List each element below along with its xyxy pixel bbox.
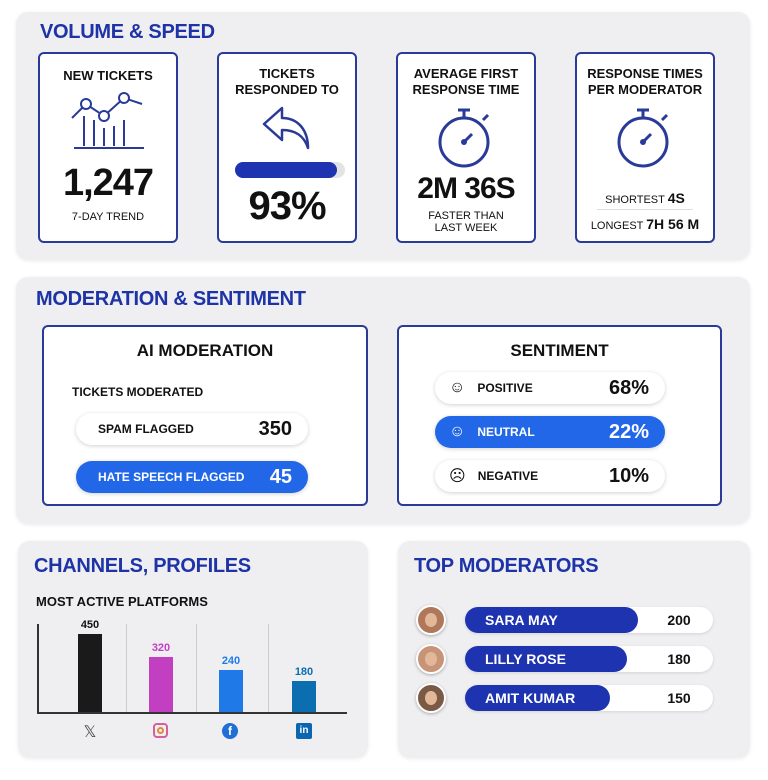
- neutral-value: 22%: [608, 420, 649, 443]
- grid-line: [268, 624, 269, 712]
- bar-linkedin: [292, 680, 316, 712]
- bar-value-label: 240: [221, 655, 241, 668]
- volume-speed-title: VOLUME & SPEED: [40, 21, 215, 43]
- top-moderators-title: TOP MODERATORS: [414, 555, 599, 577]
- positive-label: POSITIVE: [477, 381, 533, 395]
- first-response-sub-1: FASTER THAN: [428, 210, 504, 222]
- moderator-avatar: [416, 683, 446, 713]
- negative-value: 10%: [608, 464, 649, 487]
- moderator-avatar: [416, 605, 446, 635]
- reply-arrow-icon: [262, 106, 310, 150]
- per-moderator-label-1: RESPONSE TIMES: [587, 66, 703, 81]
- bar-instagram: [149, 656, 173, 712]
- x-axis: [37, 712, 347, 714]
- first-response-label-2: RESPONSE TIME: [412, 82, 520, 97]
- moderator-avatar: [416, 644, 446, 674]
- new-tickets-value: 1,247: [62, 162, 154, 204]
- new-tickets-label: NEW TICKETS: [63, 68, 153, 83]
- first-response-card: AVERAGE FIRST RESPONSE TIME 2M 36S FASTE…: [396, 52, 536, 243]
- sentiment-negative-row: ☹ NEGATIVE 10%: [435, 460, 665, 492]
- positive-value: 68%: [608, 376, 649, 399]
- sad-face-icon: ☹: [449, 468, 466, 485]
- smile-face-icon: ☺: [449, 379, 466, 396]
- moderator-value: 180: [667, 651, 691, 667]
- line-bar-chart-icon: [71, 92, 144, 149]
- hate-speech-value: 45: [269, 465, 292, 488]
- responded-label-2: RESPONDED TO: [235, 82, 339, 97]
- new-tickets-sub: 7-DAY TREND: [71, 211, 145, 223]
- responded-progress-bar: [235, 162, 345, 178]
- moderator-bar: LILLY ROSE: [465, 646, 627, 672]
- hate-speech-row: HATE SPEECH FLAGGED 45: [76, 461, 308, 493]
- first-response-sub-2: LAST WEEK: [434, 222, 498, 234]
- channels-panel: [18, 541, 368, 758]
- channels-title: CHANNELS, PROFILES: [34, 555, 251, 577]
- shortest-row: SHORTEST 4S: [577, 190, 713, 206]
- sentiment-neutral-row: ☺ NEUTRAL 22%: [435, 416, 665, 448]
- spam-flagged-label: SPAM FLAGGED: [98, 422, 194, 436]
- spam-flagged-row: SPAM FLAGGED 350: [76, 413, 308, 445]
- moderator-bar: SARA MAY: [465, 607, 638, 633]
- shortest-label: SHORTEST: [605, 194, 665, 206]
- bar-x: [78, 634, 102, 712]
- bar-facebook: [219, 670, 243, 712]
- responded-value: 93%: [248, 184, 326, 228]
- divider: [597, 209, 693, 210]
- y-axis: [37, 624, 39, 714]
- moderator-bar: AMIT KUMAR: [465, 685, 610, 711]
- tickets-moderated-label: TICKETS MODERATED: [72, 385, 204, 399]
- longest-value: 7H 56 M: [646, 216, 700, 232]
- shortest-value: 4S: [667, 190, 685, 206]
- negative-label: NEGATIVE: [477, 469, 539, 483]
- stopwatch-icon: [617, 108, 669, 168]
- neutral-face-icon: ☺: [449, 423, 466, 440]
- sentiment-title: SENTIMENT: [510, 341, 609, 360]
- first-response-label-1: AVERAGE FIRST: [413, 66, 519, 81]
- moderator-value: 200: [667, 612, 691, 628]
- neutral-label: NEUTRAL: [477, 425, 535, 439]
- grid-line: [126, 624, 127, 712]
- bar-value-label: 320: [151, 641, 171, 654]
- instagram-icon: [153, 723, 168, 738]
- new-tickets-card: NEW TICKETS 1,247 7-DAY TREND: [38, 52, 178, 243]
- x-logo-icon: 𝕏: [83, 724, 97, 741]
- sentiment-card: SENTIMENT ☺ POSITIVE 68% ☺ NEUTRAL 22% ☹ NEGA…: [397, 325, 722, 506]
- ai-moderation-title: AI MODERATION: [136, 341, 274, 360]
- longest-label: LONGEST: [590, 220, 644, 232]
- first-response-value: 2M 36S: [417, 172, 515, 205]
- bar-value-label: 450: [80, 619, 100, 632]
- responded-card: TICKETS RESPONDED TO 93%: [217, 52, 357, 243]
- facebook-icon: f: [222, 723, 238, 739]
- responded-label-1: TICKETS: [259, 66, 315, 81]
- moderation-title: MODERATION & SENTIMENT: [36, 288, 306, 310]
- moderator-value: 150: [667, 690, 691, 706]
- ai-moderation-card: AI MODERATION TICKETS MODERATED SPAM FLA…: [42, 325, 368, 506]
- spam-flagged-value: 350: [258, 417, 292, 440]
- linkedin-icon: in: [296, 723, 312, 739]
- chart-title: MOST ACTIVE PLATFORMS: [36, 594, 208, 609]
- per-moderator-card: RESPONSE TIMES PER MODERATOR SHORTEST 4S…: [575, 52, 715, 243]
- longest-row: LONGEST 7H 56 M: [577, 216, 713, 232]
- hate-speech-label: HATE SPEECH FLAGGED: [98, 470, 245, 484]
- sentiment-positive-row: ☺ POSITIVE 68%: [435, 372, 665, 404]
- responded-progress-fill: [235, 162, 338, 178]
- grid-line: [196, 624, 197, 712]
- bar-value-label: 180: [294, 665, 314, 678]
- stopwatch-icon: [438, 108, 490, 168]
- per-moderator-label-2: PER MODERATOR: [587, 82, 703, 97]
